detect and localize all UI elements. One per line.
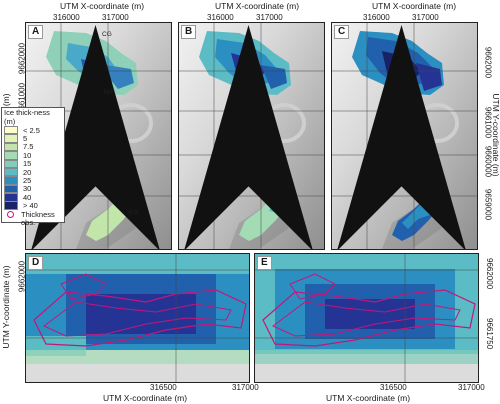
legend-class-label: 30 [23, 184, 32, 194]
legend-class-label: 5 [23, 134, 28, 144]
panel-label-d: D [28, 256, 44, 270]
map-panel-d: D [25, 253, 250, 383]
legend-row: 7.5 [2, 142, 64, 152]
map-panel-e: E [254, 253, 479, 383]
legend-class-label: 7.5 [23, 142, 34, 152]
legend-class-label: 20 [23, 167, 32, 177]
bottom-right-y-tick: 9661750 [485, 318, 494, 350]
top-x-axis-title-1: UTM X-coordinate (m) [60, 1, 145, 11]
top-x-axis-title-3: UTM X-coordinate (m) [372, 1, 457, 11]
right-y-tick: 9660000 [483, 145, 493, 178]
legend-row: > 40 [2, 201, 64, 211]
bottom-x-tick: 317000 [232, 383, 259, 392]
map-canvas-e [255, 254, 478, 382]
right-y-tick: 9661000 [483, 106, 493, 139]
legend-title: Ice thick-ness (m) [4, 108, 50, 126]
north-arrow-icon [184, 25, 313, 249]
legend-row: 40 [2, 192, 64, 202]
top-x-tick: 316000 [363, 13, 390, 22]
legend-class-label: < 2.5 [23, 125, 40, 135]
bottom-right-y-tick: 9662000 [485, 258, 494, 290]
legend-rows: < 2.5 5 7.5 10 15 20 25 30 40 > 40 [2, 126, 64, 210]
observation-marker-icon [4, 210, 16, 218]
glacier-label-nif: NIF [104, 89, 115, 96]
legend-row: 25 [2, 176, 64, 186]
legend-row-observation: Thickness obs. [2, 210, 64, 227]
legend-swatch [4, 151, 18, 160]
panel-label-b: B [181, 25, 197, 39]
legend-row: 10 [2, 150, 64, 160]
legend-class-label: 10 [23, 150, 32, 160]
legend-swatch [4, 134, 18, 143]
top-x-tick: 316000 [53, 13, 80, 22]
legend-swatch [4, 201, 18, 210]
top-x-tick: 316000 [207, 13, 234, 22]
top-x-tick: 317000 [102, 13, 129, 22]
legend-swatch [4, 176, 18, 185]
top-x-axis-title-2: UTM X-coordinate (m) [215, 1, 300, 11]
legend-swatch [4, 184, 18, 194]
legend-row: 15 [2, 159, 64, 169]
map-panel-c: C [331, 22, 478, 250]
panel-label-c: C [334, 25, 350, 39]
legend-class-label: 40 [23, 192, 32, 202]
legend-swatch [4, 167, 18, 177]
bottom-x-tick: 317000 [458, 383, 485, 392]
north-arrow-icon [337, 25, 466, 249]
bottom-x-axis-title-1: UTM X-coordinate (m) [103, 393, 188, 403]
ice-thickness-legend: Ice thick-ness (m) < 2.5 5 7.5 10 15 20 25 30 40… [1, 107, 65, 226]
legend-swatch [4, 142, 18, 152]
legend-row: < 2.5 [2, 125, 64, 135]
panel-label-e: E [257, 256, 272, 270]
bottom-x-tick: 316500 [380, 383, 407, 392]
map-panel-b: B [178, 22, 325, 250]
legend-class-label: 15 [23, 159, 32, 169]
map-canvas-d [26, 254, 249, 382]
top-x-tick: 317000 [256, 13, 283, 22]
right-y-tick: 9662000 [483, 46, 493, 79]
legend-row: 30 [2, 184, 64, 194]
bottom-x-axis-title-2: UTM X-coordinate (m) [326, 393, 411, 403]
panel-label-a: A [28, 25, 44, 39]
legend-class-label: 25 [23, 176, 32, 186]
legend-row: 20 [2, 167, 64, 177]
glacier-label-cg: CG [102, 31, 112, 38]
bottom-left-y-axis-title: UTM Y-coordinate (m) [1, 265, 11, 349]
legend-swatch [4, 125, 18, 135]
legend-row: 5 [2, 134, 64, 144]
legend-swatch [4, 193, 18, 202]
legend-observation-label: Thickness obs. [21, 209, 55, 227]
top-x-tick: 317000 [412, 13, 439, 22]
glacier-label-kg: KG [129, 209, 139, 216]
legend-swatch [4, 159, 18, 169]
legend-class-label: > 40 [23, 201, 38, 211]
right-y-tick: 9659000 [483, 188, 493, 221]
bottom-x-tick: 316500 [150, 383, 177, 392]
